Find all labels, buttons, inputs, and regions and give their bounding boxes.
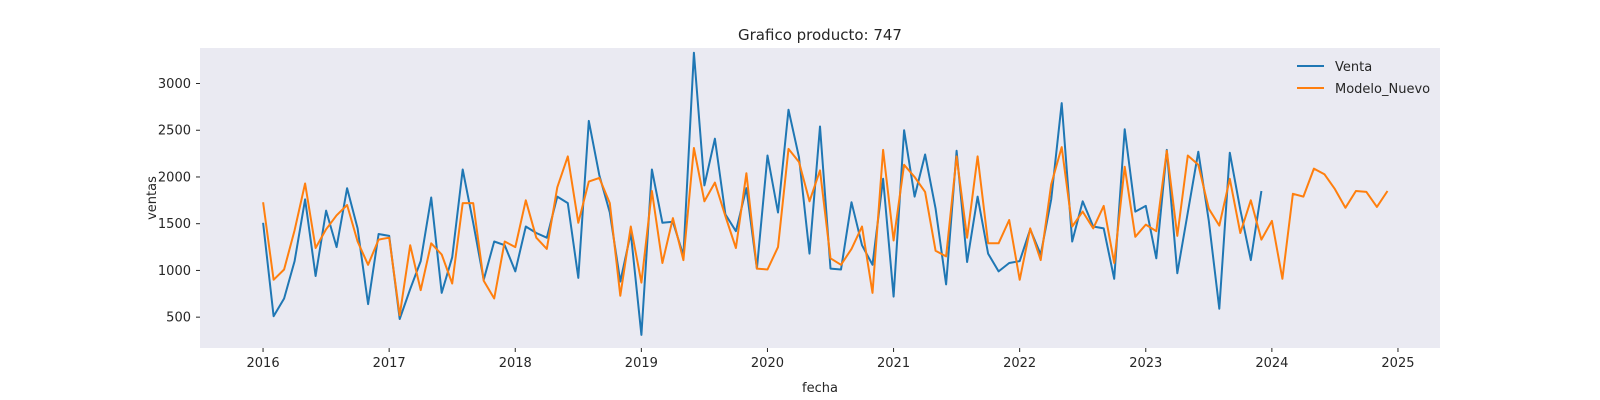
legend: Venta Modelo_Nuevo	[1297, 60, 1430, 97]
x-tick-label: 2018	[499, 356, 532, 371]
x-tick-label: 2016	[247, 356, 280, 371]
y-tick-label: 1000	[158, 264, 191, 279]
series-line-modelo-nuevo	[262, 146, 1389, 317]
x-axis-label: fecha	[802, 381, 838, 396]
y-tick-label: 2500	[158, 124, 191, 139]
y-axis-label: ventas	[145, 176, 160, 220]
legend-label-venta: Venta	[1335, 60, 1372, 75]
x-tick-label: 2023	[1129, 356, 1162, 371]
legend-label-modelo-nuevo: Modelo_Nuevo	[1335, 82, 1430, 97]
x-tick-label: 2024	[1255, 356, 1288, 371]
plot-area	[200, 48, 1440, 348]
y-tick-label: 2000	[158, 170, 191, 185]
y-tick-label: 3000	[158, 77, 191, 92]
x-tick-label: 2017	[373, 356, 406, 371]
x-tick-label: 2025	[1381, 356, 1414, 371]
x-tick-label: 2019	[625, 356, 658, 371]
x-tick-label: 2021	[877, 356, 910, 371]
x-tick-label: 2022	[1003, 356, 1036, 371]
y-tick-label: 1500	[158, 217, 191, 232]
y-tick-label: 500	[166, 311, 191, 326]
chart-title: Grafico producto: 747	[738, 26, 902, 44]
x-tick-label: 2020	[751, 356, 784, 371]
